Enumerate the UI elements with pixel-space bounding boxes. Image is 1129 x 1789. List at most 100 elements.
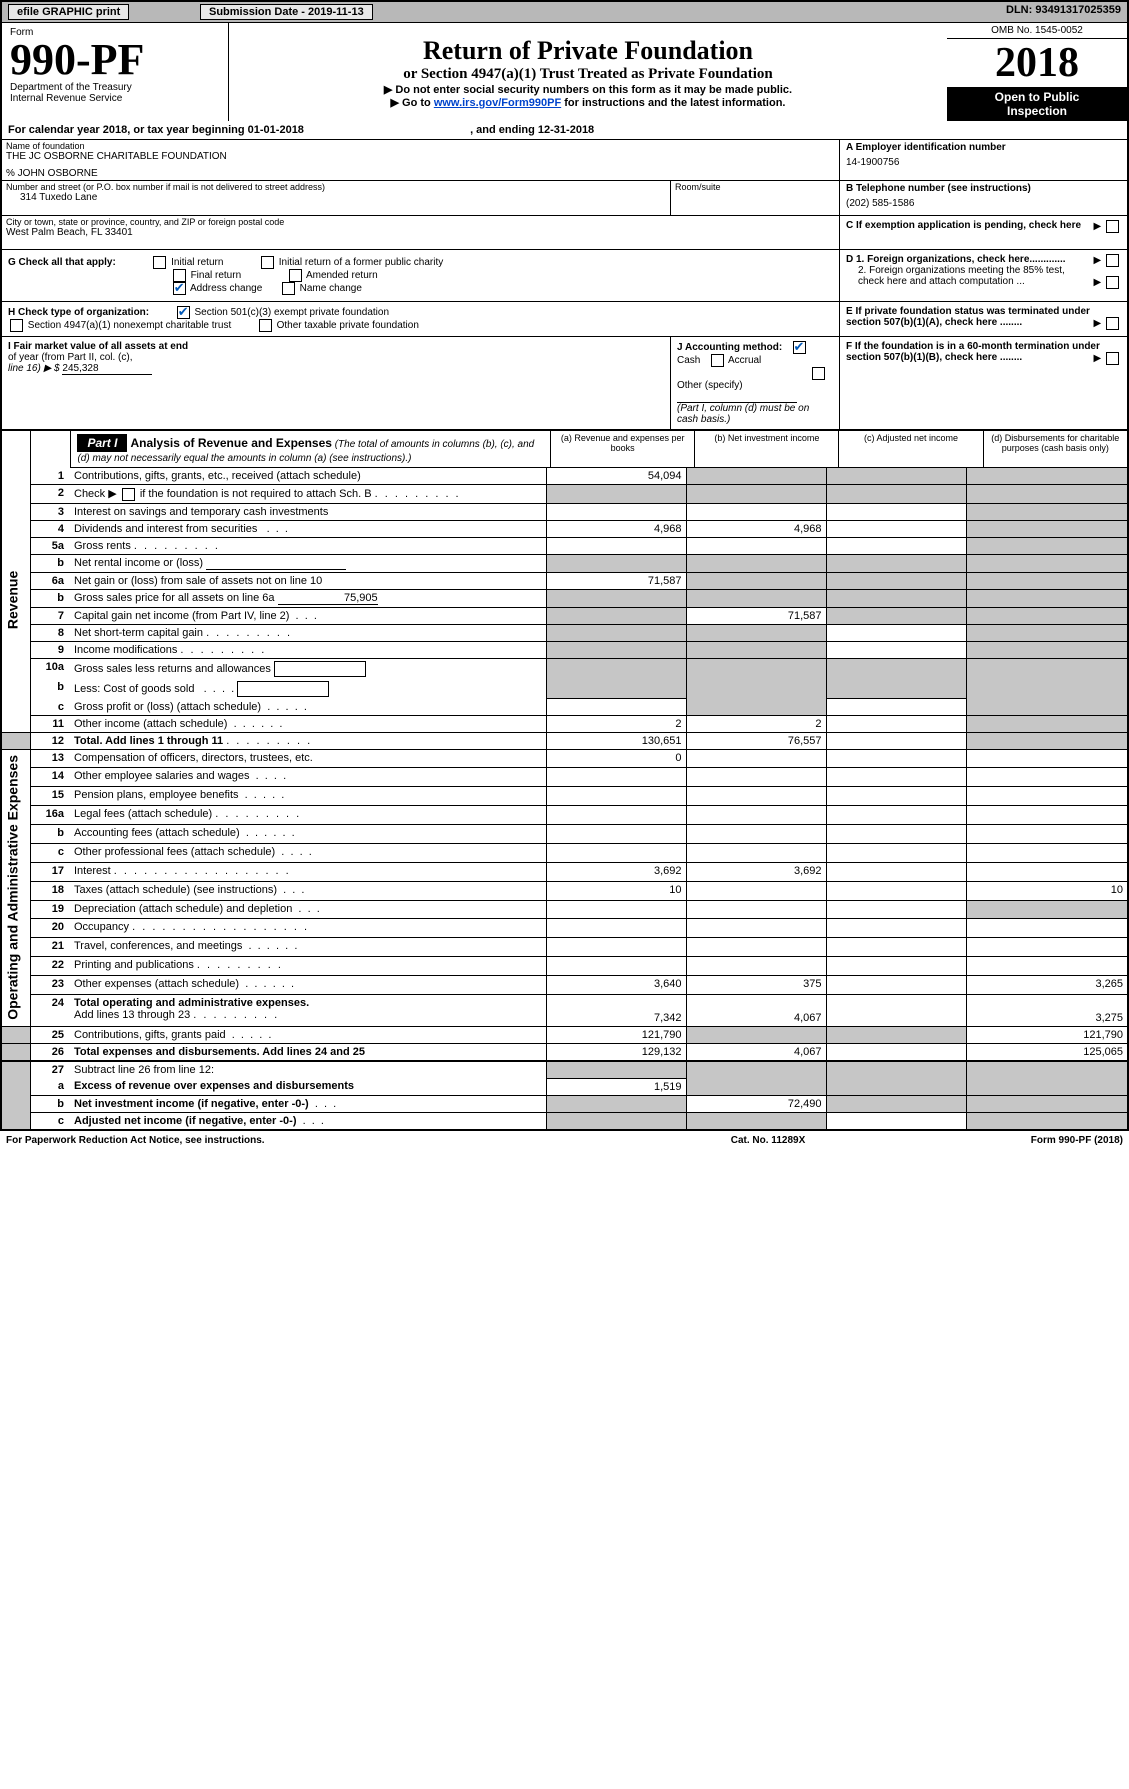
city-label: City or town, state or province, country…: [6, 217, 835, 227]
col-c-header: (c) Adjusted net income: [839, 430, 983, 468]
part1-title: Analysis of Revenue and Expenses: [131, 436, 332, 450]
line-20: Occupancy: [70, 919, 546, 938]
line-17-a: 3,692: [546, 862, 686, 881]
d2-checkbox[interactable]: [1106, 276, 1119, 289]
line-4-b: 4,968: [686, 520, 826, 537]
cash-checkbox[interactable]: [793, 341, 806, 354]
line-27: Subtract line 26 from line 12:: [70, 1061, 546, 1078]
f-label: F If the foundation is in a 60-month ter…: [846, 341, 1100, 363]
d2-label: 2. Foreign organizations meeting the 85%…: [858, 265, 1065, 287]
open-to-public: Open to PublicInspection: [947, 87, 1127, 121]
line-2: Check ▶ if the foundation is not require…: [70, 485, 546, 504]
c-checkbox[interactable]: [1106, 220, 1119, 233]
d1-label: D 1. Foreign organizations, check here..…: [846, 254, 1066, 265]
line-18: Taxes (attach schedule) (see instruction…: [70, 881, 546, 900]
street-label: Number and street (or P.O. box number if…: [6, 182, 666, 192]
h-501-checkbox[interactable]: [177, 306, 190, 319]
fmv-value: 245,328: [62, 363, 152, 375]
line-5a: Gross rents: [70, 537, 546, 554]
sch-b-checkbox[interactable]: [122, 488, 135, 501]
calendar-year-line: For calendar year 2018, or tax year begi…: [2, 121, 1127, 140]
initial-return-checkbox[interactable]: [153, 256, 166, 269]
line-15: Pension plans, employee benefits . . . .…: [70, 787, 546, 806]
ein-value: 14-1900756: [846, 153, 1121, 172]
form-header: Form 990-PF Department of the Treasury I…: [2, 23, 1127, 121]
line-26-b: 4,067: [686, 1044, 826, 1062]
line-16b: Accounting fees (attach schedule) . . . …: [70, 825, 546, 844]
foundation-name: THE JC OSBORNE CHARITABLE FOUNDATION: [6, 151, 835, 162]
amended-return-label: Amended return: [306, 270, 378, 281]
address-change-checkbox[interactable]: [173, 282, 186, 295]
form-number: 990-PF: [10, 38, 220, 82]
line-27a: Excess of revenue over expenses and disb…: [70, 1078, 546, 1095]
name-change-checkbox[interactable]: [282, 282, 295, 295]
initial-former-label: Initial return of a former public charit…: [279, 257, 444, 268]
col-b-header: (b) Net investment income: [695, 430, 839, 468]
i-label-1: I Fair market value of all assets at end: [8, 341, 664, 352]
room-label: Room/suite: [675, 182, 835, 192]
form-subtitle: or Section 4947(a)(1) Trust Treated as P…: [237, 66, 939, 83]
initial-former-checkbox[interactable]: [261, 256, 274, 269]
part1-table: Part I Analysis of Revenue and Expenses …: [2, 429, 1127, 468]
footer-catno: Cat. No. 11289X: [662, 1131, 874, 1150]
line-27b: Net investment income (if negative, ente…: [70, 1095, 546, 1112]
line-6b: Gross sales price for all assets on line…: [70, 589, 546, 607]
h-label: H Check type of organization:: [8, 307, 149, 318]
line-11-a: 2: [546, 715, 686, 732]
final-return-label: Final return: [191, 270, 242, 281]
line-25-d: 121,790: [966, 1027, 1127, 1044]
line-11: Other income (attach schedule) . . . . .…: [70, 715, 546, 732]
line-7-b: 71,587: [686, 607, 826, 624]
line-27c: Adjusted net income (if negative, enter …: [70, 1112, 546, 1129]
other-method-checkbox[interactable]: [812, 367, 825, 380]
other-method-label: Other (specify): [677, 380, 743, 391]
form990pf-link[interactable]: www.irs.gov/Form990PF: [434, 97, 561, 109]
line-7: Capital gain net income (from Part IV, l…: [70, 607, 546, 624]
line-12-a: 130,651: [546, 732, 686, 749]
line-27b-b: 72,490: [686, 1095, 826, 1112]
line-23-a: 3,640: [546, 976, 686, 995]
omb-number: OMB No. 1545-0052: [947, 23, 1127, 39]
dln: DLN: 93491317025359: [1006, 4, 1121, 16]
d1-checkbox[interactable]: [1106, 254, 1119, 267]
col-a-header: (a) Revenue and expenses per books: [551, 430, 695, 468]
line-13-a: 0: [546, 749, 686, 768]
j-note: (Part I, column (d) must be on cash basi…: [677, 403, 809, 425]
revenue-expense-grid: Revenue 1 Contributions, gifts, grants, …: [2, 468, 1127, 1129]
line-12: Total. Add lines 1 through 11: [70, 732, 546, 749]
accrual-checkbox[interactable]: [711, 354, 724, 367]
line-23-b: 375: [686, 976, 826, 995]
footer-form: Form 990-PF (2018): [874, 1131, 1129, 1150]
h-4947-checkbox[interactable]: [10, 319, 23, 332]
part1-header: Part I: [77, 434, 127, 452]
amended-return-checkbox[interactable]: [289, 269, 302, 282]
top-bar: efile GRAPHIC print Submission Date - 20…: [2, 2, 1127, 23]
line-18-a: 10: [546, 881, 686, 900]
expenses-section-label: Operating and Administrative Expenses: [2, 749, 30, 1027]
city-value: West Palm Beach, FL 33401: [6, 227, 835, 238]
line-1: Contributions, gifts, grants, etc., rece…: [70, 468, 546, 485]
address-change-label: Address change: [190, 283, 262, 294]
h-other-checkbox[interactable]: [259, 319, 272, 332]
line-27a-a: 1,519: [546, 1078, 686, 1095]
line-1-a: 54,094: [546, 468, 686, 485]
c-label: C If exemption application is pending, c…: [846, 220, 1081, 231]
efile-print-button[interactable]: efile GRAPHIC print: [8, 4, 129, 20]
line-10a: Gross sales less returns and allowances: [70, 658, 546, 679]
line-22: Printing and publications: [70, 957, 546, 976]
line-13: Compensation of officers, directors, tru…: [70, 749, 546, 768]
line-16c: Other professional fees (attach schedule…: [70, 843, 546, 862]
col-d-header: (d) Disbursements for charitable purpose…: [983, 430, 1127, 468]
line-10c: Gross profit or (loss) (attach schedule)…: [70, 699, 546, 716]
f-checkbox[interactable]: [1106, 352, 1119, 365]
instr-link: ▶ Go to www.irs.gov/Form990PF for instru…: [237, 96, 939, 109]
h-501-label: Section 501(c)(3) exempt private foundat…: [194, 307, 389, 318]
line-3: Interest on savings and temporary cash i…: [70, 503, 546, 520]
i-label-2: of year (from Part II, col. (c),: [8, 352, 664, 363]
h-other-label: Other taxable private foundation: [277, 320, 419, 331]
line-5b: Net rental income or (loss): [70, 554, 546, 572]
form-title: Return of Private Foundation: [237, 36, 939, 66]
line-9: Income modifications: [70, 641, 546, 658]
line-12-b: 76,557: [686, 732, 826, 749]
e-checkbox[interactable]: [1106, 317, 1119, 330]
